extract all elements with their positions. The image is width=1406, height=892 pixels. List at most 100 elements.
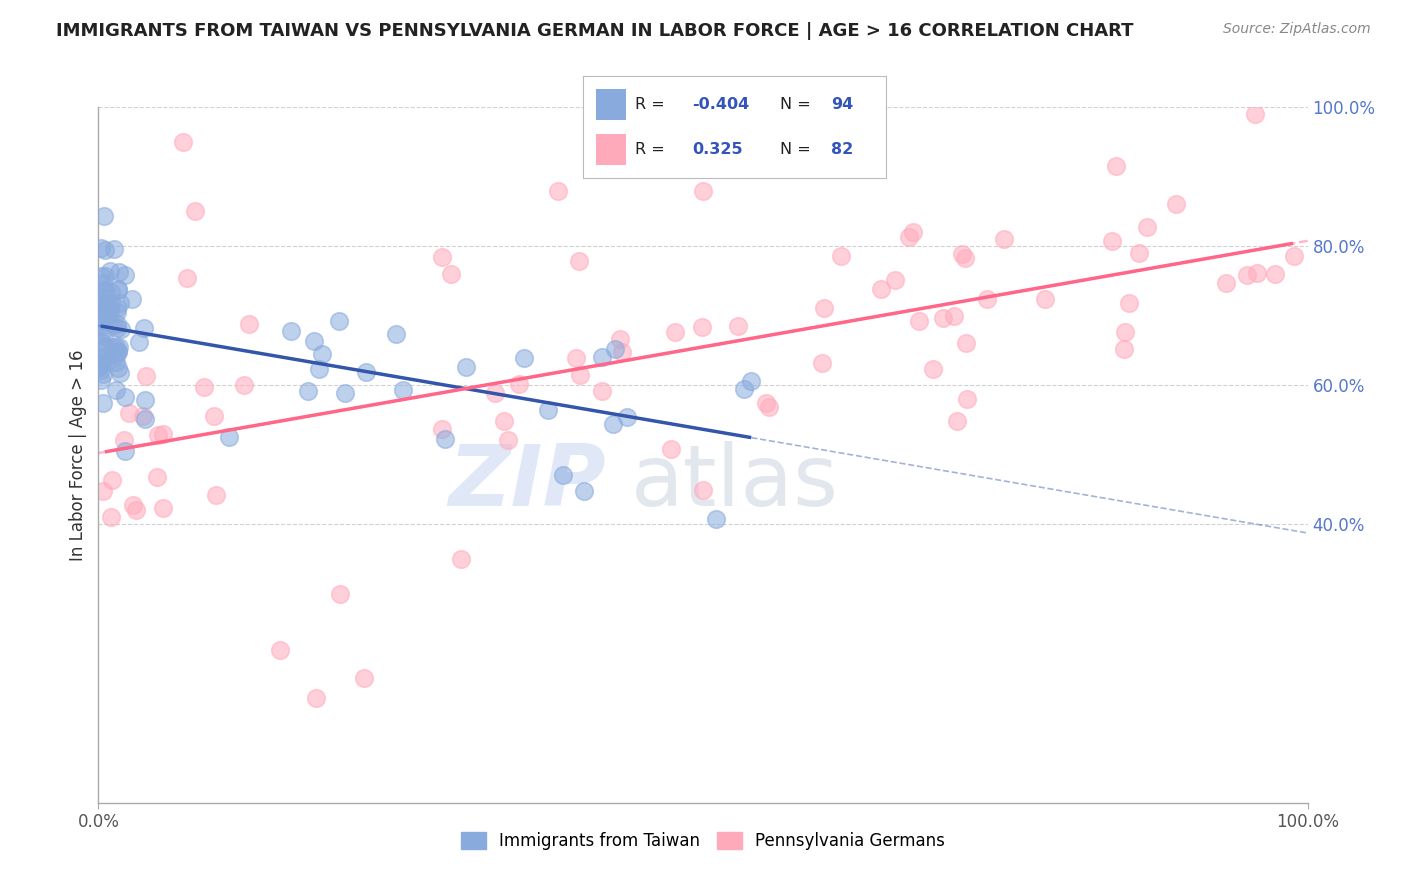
Point [547, 184, 569, 198]
Point [152, 501, 174, 516]
Point [90, 358, 112, 372]
Point [484, 386, 506, 401]
Point [897, 230, 920, 244]
Point [94, 243, 117, 257]
Point [93, 276, 115, 290]
Point [107, 283, 129, 297]
Point [1114, 342, 1136, 356]
Point [134, 392, 156, 407]
Point [692, 184, 714, 198]
Point [134, 412, 156, 426]
Point [976, 292, 998, 306]
Point [184, 204, 207, 219]
Point [89, 320, 111, 334]
Point [93, 209, 115, 223]
Point [91, 285, 114, 299]
Point [269, 642, 291, 657]
Point [96, 297, 118, 311]
Point [91, 367, 114, 381]
Point [91, 483, 114, 498]
Point [1135, 219, 1157, 234]
Point [946, 414, 969, 428]
Text: R =: R = [636, 142, 669, 157]
Point [956, 392, 979, 406]
Legend: Immigrants from Taiwan, Pennsylvania Germans: Immigrants from Taiwan, Pennsylvania Ger… [454, 826, 952, 857]
Point [811, 356, 834, 370]
Point [302, 334, 325, 348]
Point [122, 499, 145, 513]
Point [146, 470, 169, 484]
Point [755, 395, 778, 409]
Point [727, 319, 749, 334]
Point [950, 247, 973, 261]
Point [508, 377, 530, 392]
Point [108, 367, 131, 381]
Point [87, 294, 110, 309]
Point [740, 374, 762, 388]
Point [103, 243, 125, 257]
Text: Source: ZipAtlas.com: Source: ZipAtlas.com [1223, 22, 1371, 37]
Point [609, 332, 631, 346]
Point [335, 386, 357, 401]
Point [94, 285, 117, 300]
Point [105, 301, 128, 315]
Point [692, 483, 714, 497]
Point [496, 434, 519, 448]
Point [93, 329, 115, 343]
Point [110, 322, 132, 336]
Point [90, 268, 112, 283]
Point [513, 351, 536, 366]
Point [132, 321, 155, 335]
Point [1114, 325, 1136, 339]
Point [1128, 246, 1150, 260]
Point [114, 390, 136, 404]
Y-axis label: In Labor Force | Age > 16: In Labor Force | Age > 16 [69, 349, 87, 561]
Point [90, 363, 112, 377]
Point [103, 318, 125, 332]
Point [91, 309, 114, 323]
Text: 82: 82 [831, 142, 853, 157]
Point [308, 361, 330, 376]
Point [704, 512, 727, 526]
Point [101, 473, 124, 487]
Point [107, 343, 129, 358]
Point [87, 359, 110, 374]
Point [131, 409, 153, 423]
Point [1244, 107, 1267, 121]
Point [90, 303, 112, 318]
Bar [596, 135, 626, 165]
Point [430, 422, 453, 436]
Point [98, 263, 121, 277]
Point [955, 335, 977, 350]
Point [218, 430, 240, 444]
Point [953, 251, 976, 265]
Point [90, 326, 112, 340]
Point [93, 313, 115, 327]
Point [107, 361, 129, 376]
Point [616, 409, 638, 424]
Point [733, 382, 755, 396]
Point [107, 265, 129, 279]
Point [89, 310, 111, 325]
Point [591, 384, 613, 398]
Point [87, 303, 110, 318]
Text: -0.404: -0.404 [692, 97, 749, 112]
Point [98, 304, 121, 318]
Point [176, 271, 198, 285]
Point [118, 407, 141, 421]
Point [1035, 292, 1057, 306]
Point [568, 253, 591, 268]
Point [108, 295, 131, 310]
Point [94, 339, 117, 353]
Point [1264, 267, 1286, 281]
Point [907, 313, 929, 327]
Point [193, 380, 215, 394]
Point [384, 327, 406, 342]
Point [91, 355, 114, 369]
Point [105, 384, 128, 398]
Point [943, 310, 966, 324]
Point [101, 340, 124, 354]
Point [89, 334, 111, 349]
Point [551, 467, 574, 482]
Point [1215, 277, 1237, 291]
